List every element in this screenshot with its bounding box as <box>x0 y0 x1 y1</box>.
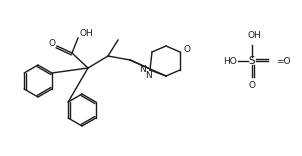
Text: N: N <box>145 71 151 80</box>
Text: N: N <box>139 66 146 75</box>
Text: OH: OH <box>247 32 261 41</box>
Text: O: O <box>49 39 56 47</box>
Text: HO: HO <box>223 56 237 66</box>
Text: O: O <box>184 44 191 54</box>
Text: O: O <box>249 81 255 90</box>
Text: S: S <box>249 56 255 66</box>
Text: =O: =O <box>276 56 291 66</box>
Text: OH: OH <box>80 29 94 37</box>
